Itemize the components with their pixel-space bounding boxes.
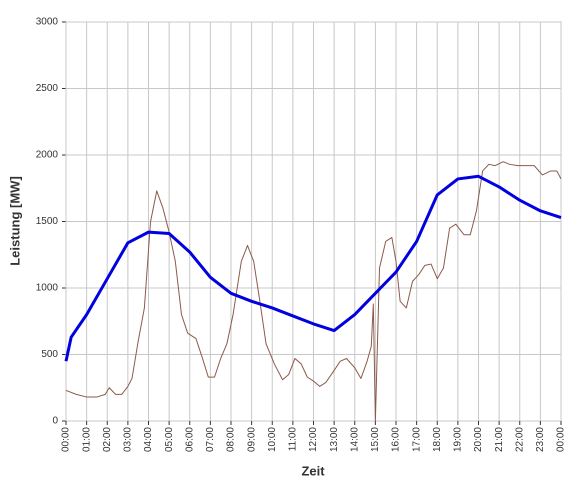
y-axis-title: Leistung [MW] xyxy=(7,176,22,266)
x-tick-label: 01:00 xyxy=(81,427,92,452)
x-tick-label: 10:00 xyxy=(267,427,278,452)
x-tick-label: 02:00 xyxy=(102,427,113,452)
x-tick-label: 16:00 xyxy=(391,427,402,452)
x-tick-label: 18:00 xyxy=(432,427,443,452)
x-tick-label: 00:00 xyxy=(556,427,567,452)
x-tick-label: 06:00 xyxy=(184,427,195,452)
x-tick-label: 04:00 xyxy=(143,427,154,452)
x-tick-label: 15:00 xyxy=(370,427,381,452)
x-tick-label: 08:00 xyxy=(226,427,237,452)
x-tick-label: 19:00 xyxy=(453,427,464,452)
x-tick-label: 13:00 xyxy=(329,427,340,452)
x-tick-label: 00:00 xyxy=(61,427,72,452)
x-tick-label: 21:00 xyxy=(494,427,505,452)
x-tick-label: 23:00 xyxy=(535,427,546,452)
y-tick-label: 2500 xyxy=(36,83,59,94)
series-line xyxy=(64,174,562,362)
x-tick-label: 17:00 xyxy=(411,427,422,452)
x-tick-label: 07:00 xyxy=(205,427,216,452)
y-tick-label: 0 xyxy=(52,416,58,427)
x-tick-label: 03:00 xyxy=(123,427,134,452)
y-tick-label: 1500 xyxy=(36,216,59,227)
x-tick-label: 05:00 xyxy=(164,427,175,452)
x-tick-label: 09:00 xyxy=(246,427,257,452)
series-line xyxy=(65,161,562,422)
x-axis-title: Zeit xyxy=(301,463,325,478)
x-tick-label: 22:00 xyxy=(514,427,525,452)
x-tick-label: 12:00 xyxy=(308,427,319,452)
y-tick-label: 3000 xyxy=(36,17,59,28)
x-tick-label: 11:00 xyxy=(288,427,299,452)
x-tick-label: 20:00 xyxy=(473,427,484,452)
y-tick-label: 1000 xyxy=(36,283,59,294)
y-tick-label: 2000 xyxy=(36,150,59,161)
y-tick-label: 500 xyxy=(41,349,58,360)
x-tick-label: 14:00 xyxy=(349,427,360,452)
